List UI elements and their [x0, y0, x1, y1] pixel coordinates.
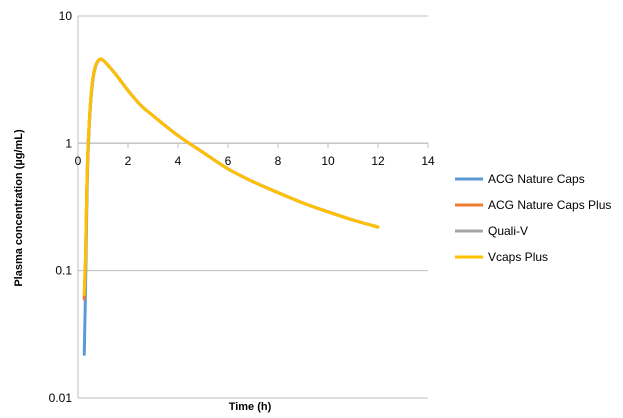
series-line-3 — [82, 57, 380, 296]
axes — [77, 16, 429, 398]
x-tick-labels: 0 2 4 6 8 10 12 14 — [75, 154, 435, 168]
legend: ACG Nature Caps ACG Nature Caps Plus Quali… — [455, 172, 611, 264]
x-tick-label: 14 — [421, 154, 435, 168]
legend-label: ACG Nature Caps Plus — [488, 198, 611, 212]
y-tick-label: 10 — [59, 9, 73, 23]
x-tick-label: 4 — [175, 154, 182, 168]
gridlines — [78, 15, 428, 399]
series-line-2 — [82, 57, 380, 296]
series-line-1 — [82, 57, 380, 301]
x-tick-label: 0 — [75, 154, 82, 168]
series-line-0 — [82, 57, 380, 356]
x-tick-label: 6 — [225, 154, 232, 168]
legend-label: Vcaps Plus — [488, 250, 548, 264]
x-tick-label: 10 — [321, 154, 335, 168]
legend-label: ACG Nature Caps — [488, 172, 585, 186]
y-tick-label: 0.01 — [49, 391, 73, 405]
series-lines — [82, 57, 380, 356]
x-tick-label: 2 — [125, 154, 132, 168]
x-tick-label: 12 — [371, 154, 385, 168]
y-axis-title: Plasma concentration (µg/mL) — [13, 129, 25, 287]
y-tick-label: 0.1 — [55, 264, 72, 278]
legend-label: Quali-V — [488, 224, 528, 238]
x-tick-label: 8 — [275, 154, 282, 168]
y-tick-labels: 0.01 0.1 1 10 — [49, 9, 73, 405]
y-tick-label: 1 — [65, 136, 72, 150]
x-axis-title: Time (h) — [229, 401, 272, 413]
